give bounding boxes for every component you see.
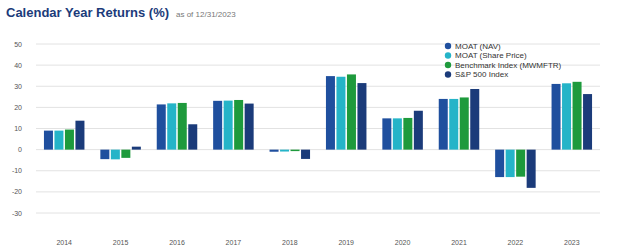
bar	[100, 150, 109, 160]
legend: MOAT (NAV)MOAT (Share Price)Benchmark In…	[445, 42, 562, 80]
bar	[382, 118, 391, 149]
x-tick-label: 2020	[395, 239, 411, 246]
bar	[157, 104, 166, 149]
bar	[301, 150, 310, 159]
bar	[245, 104, 254, 150]
bar	[291, 150, 300, 151]
y-tick-label: 50	[14, 41, 22, 48]
bar	[75, 121, 84, 150]
y-tick-label: -10	[12, 167, 22, 174]
y-tick-label: -30	[12, 210, 22, 217]
bar	[439, 99, 448, 150]
x-tick-label: 2015	[113, 239, 129, 246]
y-tick-label: 20	[14, 104, 22, 111]
bar	[403, 118, 412, 150]
x-tick-label: 2023	[564, 239, 580, 246]
grid-line	[36, 107, 600, 108]
legend-marker	[445, 62, 451, 68]
x-tick-label: 2022	[508, 239, 524, 246]
grid-line	[36, 213, 600, 214]
bar	[347, 74, 356, 149]
legend-label: MOAT (Share Price)	[455, 51, 527, 60]
bar	[470, 89, 479, 150]
legend-label: MOAT (NAV)	[455, 42, 501, 51]
bar	[188, 124, 197, 149]
bar	[516, 150, 525, 177]
x-tick-label: 2019	[338, 239, 354, 246]
legend-marker	[445, 71, 451, 77]
bar	[326, 76, 335, 150]
x-tick-label: 2021	[451, 239, 467, 246]
x-tick-label: 2017	[226, 239, 242, 246]
bar	[506, 150, 515, 177]
y-tick-label: 30	[14, 83, 22, 90]
legend-marker	[445, 43, 451, 49]
x-tick-label: 2014	[56, 239, 72, 246]
bar	[562, 83, 571, 149]
subtitle: as of 12/31/2023	[176, 10, 236, 19]
chart: Calendar Year Returns (%) as of 12/31/202…	[0, 0, 640, 252]
bar	[495, 150, 504, 177]
grid-line	[36, 149, 600, 150]
title: Calendar Year Returns (%)	[6, 5, 169, 20]
bar	[132, 147, 141, 150]
bar	[178, 103, 187, 150]
y-tick-label: 40	[14, 62, 22, 69]
bar	[583, 94, 592, 150]
bar	[270, 150, 279, 152]
grid-line	[36, 128, 600, 129]
bar	[393, 118, 402, 149]
bars	[44, 74, 592, 187]
bar	[44, 131, 53, 150]
y-tick-label: 10	[14, 125, 22, 132]
bar	[573, 82, 582, 150]
bar	[280, 150, 289, 152]
x-tick-label: 2018	[282, 239, 298, 246]
grid-line	[36, 170, 600, 171]
grid-line	[36, 86, 600, 87]
legend-label: S&P 500 Index	[455, 70, 508, 79]
legend-label: Benchmark Index (MWMFTR)	[455, 61, 562, 70]
bar	[527, 150, 536, 188]
bar	[111, 150, 120, 160]
bar	[121, 150, 130, 158]
bar	[65, 130, 74, 150]
bar	[224, 101, 233, 150]
bar	[357, 83, 366, 150]
bar	[460, 97, 469, 149]
bar	[234, 100, 243, 150]
legend-marker	[445, 52, 451, 58]
bar	[414, 111, 423, 150]
bar	[167, 103, 176, 149]
y-tick-label: -20	[12, 188, 22, 195]
bar	[213, 101, 222, 150]
bar	[552, 84, 561, 150]
bar	[336, 77, 345, 150]
y-tick-label: 0	[18, 146, 22, 153]
grid-line	[36, 44, 600, 45]
x-tick-label: 2016	[169, 239, 185, 246]
grid-line	[36, 191, 600, 192]
bar	[449, 99, 458, 150]
bar	[54, 131, 63, 150]
